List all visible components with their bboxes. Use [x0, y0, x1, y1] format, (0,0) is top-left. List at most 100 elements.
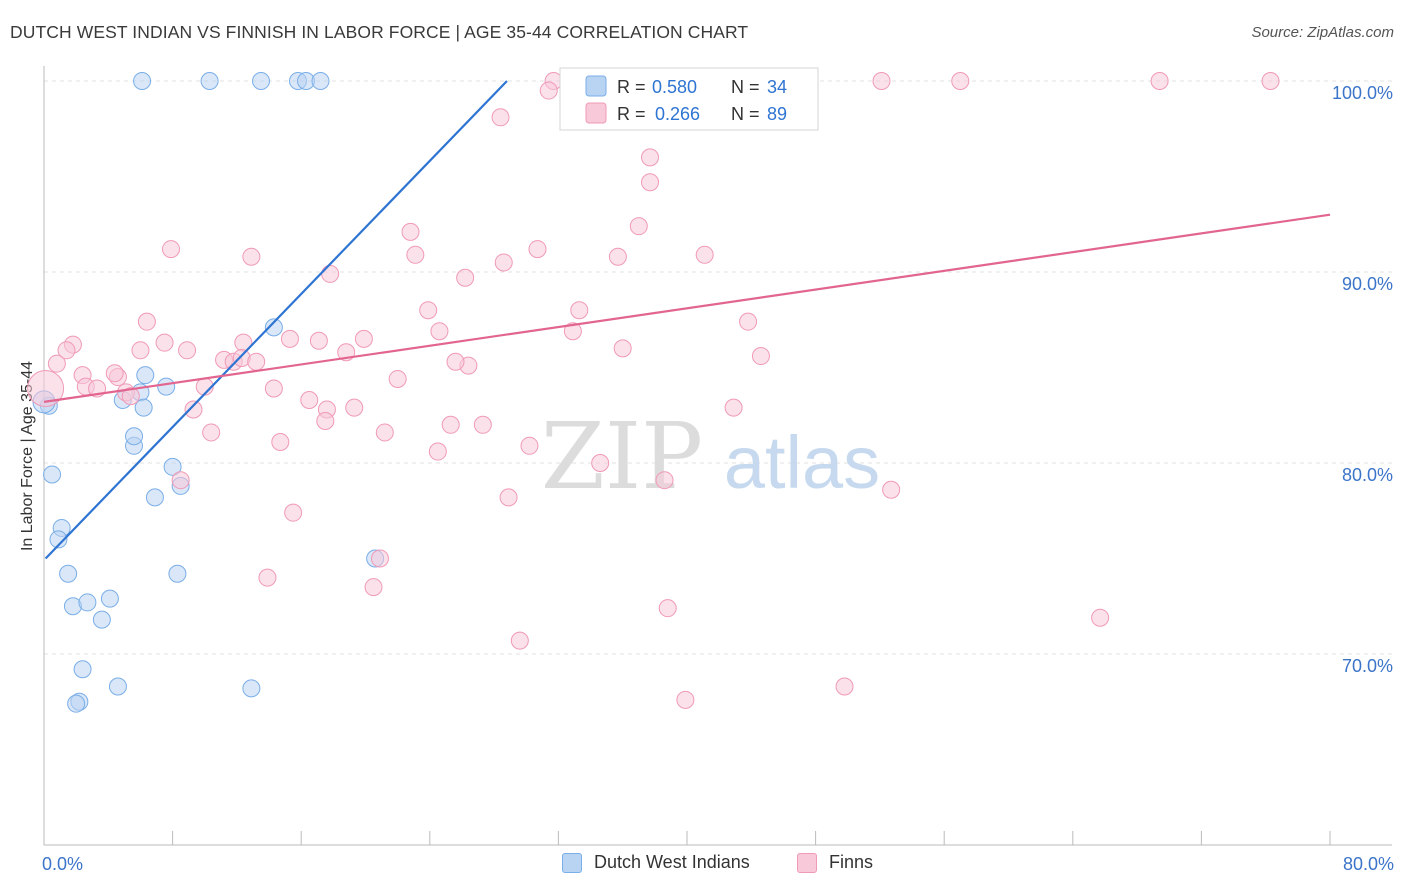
point-finns: [184, 400, 203, 419]
series-legend: Dutch West Indians Finns: [0, 852, 1406, 878]
point-dutch-west-indians: [145, 488, 164, 507]
point-finns: [641, 148, 660, 167]
legend-n-label-1: N =: [731, 77, 760, 97]
point-finns: [430, 322, 449, 341]
data-points: [27, 72, 1280, 713]
legend-swatch-dutch-west-indians: [585, 75, 607, 97]
point-finns: [247, 352, 266, 371]
point-finns: [473, 415, 492, 434]
y-tick-label: 80.0%: [1342, 465, 1393, 485]
point-finns: [345, 398, 364, 417]
point-dutch-west-indians: [157, 377, 176, 396]
point-finns: [739, 312, 758, 331]
point-finns: [658, 599, 677, 618]
point-finns: [161, 240, 180, 259]
legend-label-finns: Finns: [829, 852, 874, 872]
x-tick-label: 80.0%: [1343, 854, 1394, 874]
point-finns: [309, 331, 328, 350]
point-dutch-west-indians: [92, 610, 111, 629]
point-finns: [419, 301, 438, 320]
point-finns: [316, 411, 335, 430]
point-finns: [137, 312, 156, 331]
point-finns: [1261, 72, 1280, 90]
point-dutch-west-indians: [73, 660, 92, 679]
point-finns: [202, 423, 221, 442]
point-dutch-west-indians: [67, 694, 86, 713]
point-dutch-west-indians: [100, 589, 119, 608]
stats-legend: R = 0.580 N = 34 R = 0.266 N = 89: [559, 67, 819, 131]
point-finns: [258, 568, 277, 587]
legend-n-value-2: 89: [767, 104, 787, 124]
point-finns: [751, 347, 770, 366]
point-finns: [591, 454, 610, 472]
point-finns: [1091, 608, 1110, 627]
point-dutch-west-indians: [134, 398, 153, 417]
source-label: Source: ZipAtlas.com: [1251, 24, 1394, 41]
watermark-zip: ZIP: [541, 403, 703, 510]
point-dutch-west-indians: [43, 465, 62, 484]
point-finns: [264, 379, 283, 398]
point-finns: [570, 301, 589, 320]
y-tick-label: 90.0%: [1342, 274, 1393, 294]
point-dutch-west-indians: [125, 427, 144, 446]
point-finns: [872, 72, 891, 90]
point-finns: [370, 549, 389, 568]
point-finns: [57, 341, 76, 360]
point-finns: [724, 398, 743, 417]
legend-item-finns: Finns: [797, 852, 873, 873]
point-finns: [655, 471, 674, 490]
point-finns: [401, 222, 420, 241]
point-dutch-west-indians: [252, 72, 271, 90]
point-finns: [364, 578, 383, 597]
point-finns: [613, 339, 632, 358]
point-finns: [178, 341, 197, 360]
point-finns: [456, 268, 475, 287]
legend-swatch-blue: [562, 852, 582, 873]
point-finns: [321, 264, 340, 283]
point-finns: [47, 354, 66, 373]
point-finns: [406, 245, 425, 264]
point-dutch-west-indians: [136, 366, 155, 385]
point-finns: [499, 488, 518, 507]
y-tick-label: 100.0%: [1332, 83, 1393, 103]
point-finns: [428, 442, 447, 461]
point-finns: [951, 72, 970, 90]
point-dutch-west-indians: [242, 679, 261, 698]
legend-n-label-2: N =: [731, 104, 760, 124]
point-finns: [1150, 72, 1169, 90]
chart-title: DUTCH WEST INDIAN VS FINNISH IN LABOR FO…: [10, 22, 749, 42]
point-finns: [446, 352, 465, 371]
point-finns: [441, 415, 460, 434]
point-dutch-west-indians: [59, 564, 78, 583]
point-finns: [491, 108, 510, 127]
legend-swatch-pink: [797, 852, 817, 873]
point-dutch-west-indians: [49, 530, 68, 549]
legend-r-value-1: 0.580: [652, 77, 697, 97]
trend-line-dutch-west-indians: [44, 80, 508, 560]
point-finns: [284, 503, 303, 522]
point-finns: [354, 329, 373, 348]
point-dutch-west-indians: [311, 72, 330, 90]
gridlines: [44, 80, 1392, 655]
point-finns: [121, 387, 140, 406]
x-tick-label: 0.0%: [42, 854, 83, 874]
point-dutch-west-indians: [264, 318, 283, 337]
point-finns: [494, 253, 513, 272]
trend-line-finns: [43, 213, 1331, 403]
tick-labels: 100.0% 90.0% 80.0% 70.0% 0.0% 80.0%: [42, 83, 1394, 874]
point-finns: [27, 370, 65, 408]
point-finns: [388, 369, 407, 388]
point-dutch-west-indians: [78, 593, 97, 612]
legend-r-label-1: R =: [617, 77, 646, 97]
point-finns: [280, 329, 299, 348]
point-finns: [242, 247, 261, 266]
legend-item-dutch-west-indians: Dutch West Indians: [562, 852, 750, 873]
legend-r-label-2: R =: [617, 104, 646, 124]
point-finns: [105, 364, 124, 383]
point-finns: [300, 390, 319, 409]
legend-r-value-2: 0.266: [655, 104, 700, 124]
point-finns: [155, 333, 174, 352]
point-finns: [629, 217, 648, 236]
point-dutch-west-indians: [133, 72, 152, 90]
point-finns: [510, 631, 529, 650]
